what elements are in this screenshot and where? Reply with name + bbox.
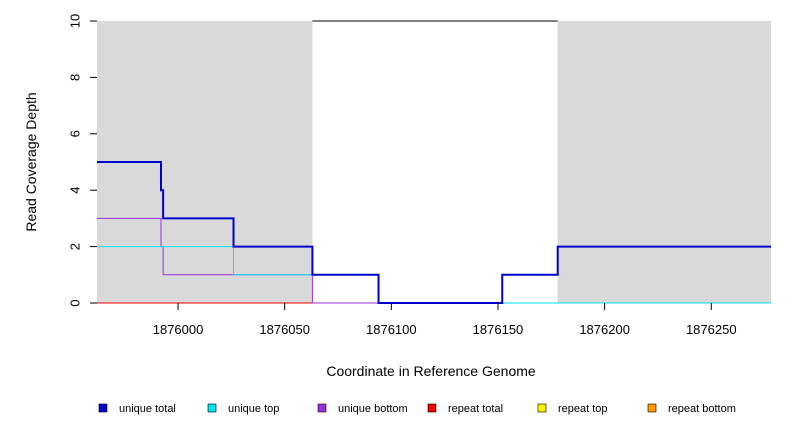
legend-swatch <box>537 403 547 413</box>
legend-label: repeat bottom <box>668 403 736 415</box>
legend-item-unique-total: unique total <box>98 403 176 415</box>
legend-item-repeat-top: repeat top <box>537 403 608 415</box>
x-tick-label: 1876100 <box>366 322 417 337</box>
x-axis-label: Coordinate in Reference Genome <box>326 363 536 379</box>
legend-label: unique bottom <box>338 403 408 415</box>
y-axis-label: Read Coverage Depth <box>23 92 39 231</box>
shaded-region-2 <box>557 21 771 303</box>
x-tick-label: 1876200 <box>579 322 630 337</box>
y-tick-label: 10 <box>68 14 83 28</box>
legend-item-repeat-total: repeat total <box>427 403 503 415</box>
x-ticks: 1876000 1876050 1876100 1876150 1876200 18762… <box>153 303 737 337</box>
legend: unique total unique top unique bottom repea… <box>98 403 736 415</box>
x-tick-label: 1876000 <box>153 322 204 337</box>
y-tick-label: 4 <box>68 187 83 194</box>
x-tick-label: 1876250 <box>686 322 737 337</box>
y-tick-label: 0 <box>68 299 83 306</box>
legend-label: unique total <box>119 403 176 415</box>
y-ticks: 0 2 4 6 8 10 <box>68 14 97 307</box>
legend-item-unique-bottom: unique bottom <box>317 403 408 415</box>
x-tick-label: 1876150 <box>473 322 524 337</box>
y-tick-label: 8 <box>68 74 83 81</box>
y-tick-label: 6 <box>68 130 83 137</box>
legend-swatch <box>207 403 217 413</box>
series-lines <box>97 161 771 304</box>
legend-label: unique top <box>228 403 279 415</box>
y-tick-label: 2 <box>68 243 83 250</box>
legend-label: repeat total <box>448 403 503 415</box>
legend-swatch <box>317 403 327 413</box>
legend-item-repeat-bottom: repeat bottom <box>647 403 736 415</box>
legend-item-unique-top: unique top <box>207 403 279 415</box>
series-unique-total <box>97 161 771 304</box>
legend-swatch <box>427 403 437 413</box>
legend-swatch <box>98 403 108 413</box>
legend-swatch <box>647 403 657 413</box>
x-tick-label: 1876050 <box>259 322 310 337</box>
legend-label: repeat top <box>558 403 608 415</box>
shaded-regions <box>97 21 771 303</box>
